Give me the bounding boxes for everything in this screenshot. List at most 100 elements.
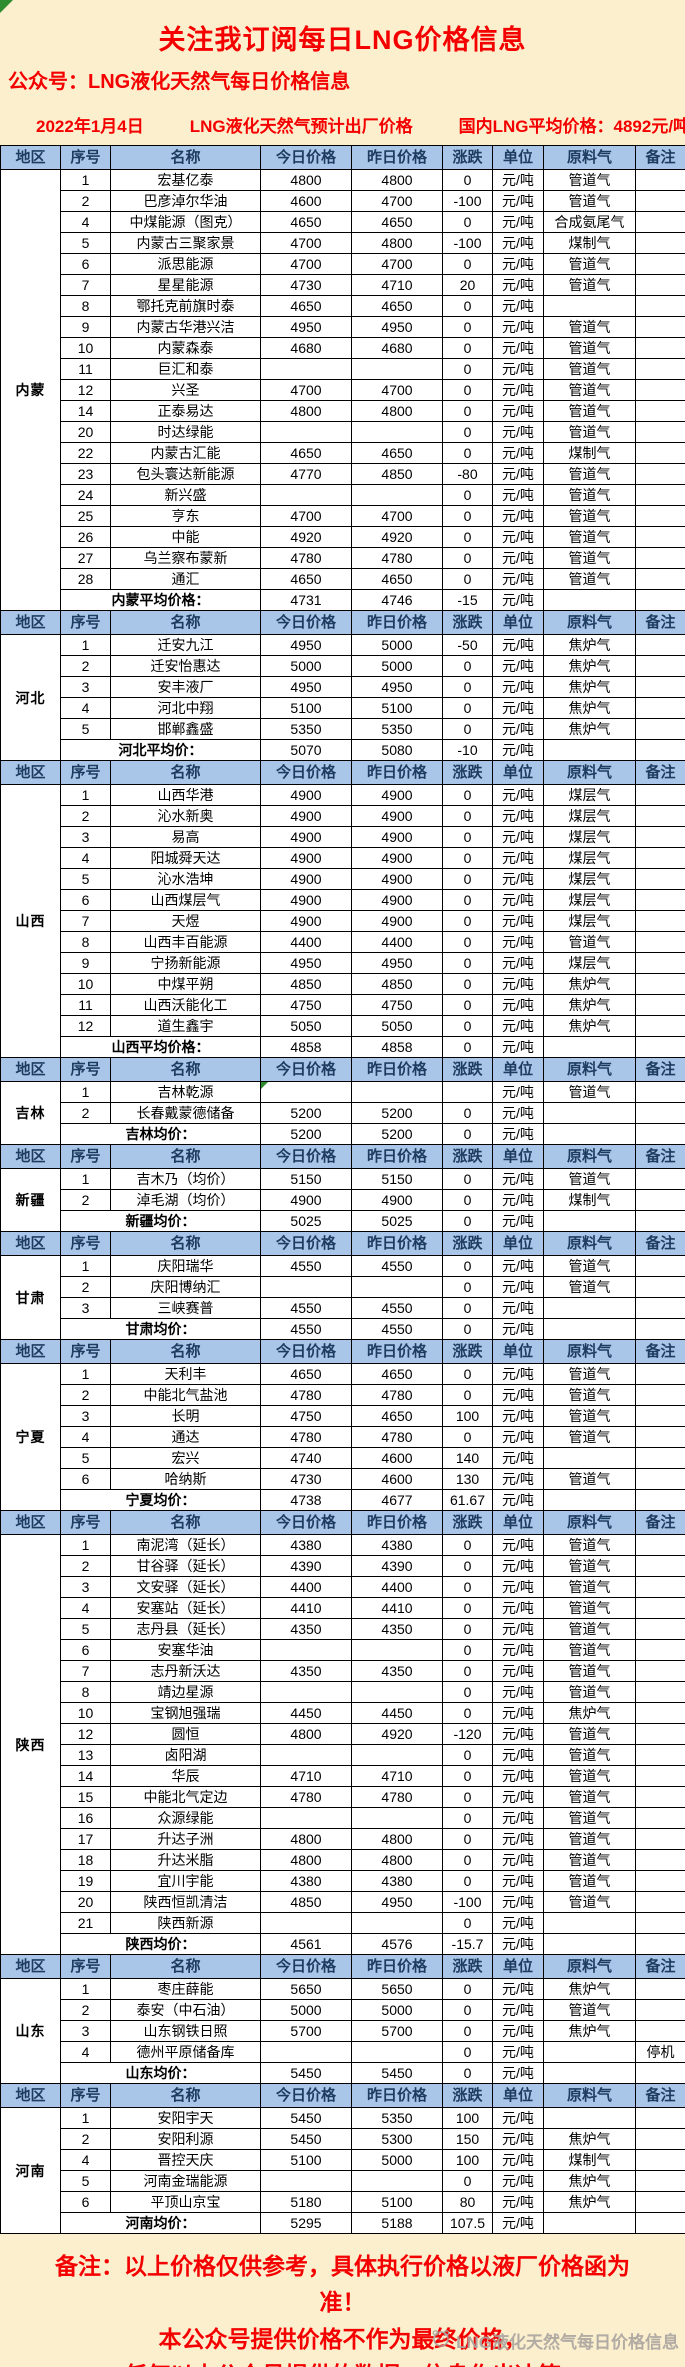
cell-today-price: 4800 — [260, 1828, 352, 1850]
cell-unit: 元/吨 — [492, 655, 544, 677]
column-header: 名称 — [110, 1954, 261, 1979]
column-header: 单位 — [492, 760, 544, 785]
cell-unit: 元/吨 — [492, 1297, 544, 1319]
cell-change: 0 — [442, 1015, 493, 1037]
column-header: 地区 — [0, 145, 61, 170]
cell-unit: 元/吨 — [492, 379, 544, 401]
summary-label: 新疆均价： — [60, 1210, 261, 1232]
cell-no: 3 — [60, 1405, 111, 1427]
cell-note — [635, 1702, 685, 1724]
column-header: 备注 — [635, 610, 685, 635]
price-table-body: 地区 序号 名称 今日价格 昨日价格 涨跌 单位 原料气 备注 内蒙 1 宏基亿泰 4800 4800 0 元… — [0, 145, 685, 2234]
cell-yesterday-price: 5000 — [351, 655, 443, 677]
cell-name: 庆阳瑞华 — [110, 1255, 261, 1277]
cell-name: 华辰 — [110, 1765, 261, 1787]
cell-no: 7 — [60, 910, 111, 932]
cell-unit: 元/吨 — [492, 1081, 544, 1103]
cell-unit: 元/吨 — [492, 1555, 544, 1577]
cell-today-price: 4900 — [260, 847, 352, 869]
table-row: 2 迁安怡惠达 5000 5000 0 元/吨 焦炉气 — [1, 655, 685, 677]
cell-change: 0 — [442, 1639, 493, 1661]
cell-today-price: 4950 — [260, 634, 352, 656]
column-header: 涨跌 — [442, 760, 493, 785]
table-row: 2 甘谷驿（延长） 4390 4390 0 元/吨 管道气 — [1, 1555, 685, 1577]
cell-feed-gas: 管道气 — [543, 1828, 636, 1850]
cell-note — [635, 1081, 685, 1103]
cell-note — [635, 718, 685, 740]
cell-change: 0 — [442, 847, 493, 869]
table-row: 8 山西丰百能源 4400 4400 0 元/吨 管道气 — [1, 931, 685, 953]
cell-yesterday-price: 4950 — [351, 676, 443, 698]
cell-feed-gas — [543, 2107, 636, 2129]
cell-today-price: 5000 — [260, 1999, 352, 2021]
table-row: 24 新兴盛 0 元/吨 管道气 — [1, 484, 685, 506]
cell-feed-gas: 焦炉气 — [543, 655, 636, 677]
cell-note — [635, 1786, 685, 1808]
cell-no: 3 — [60, 1297, 111, 1319]
column-header: 涨跌 — [442, 1510, 493, 1535]
cell-name: 安塞站（延长） — [110, 1597, 261, 1619]
cell-today-price: 4700 — [260, 232, 352, 254]
cell-no: 2 — [60, 655, 111, 677]
column-header: 原料气 — [543, 1954, 636, 1979]
cell-feed-gas: 焦炉气 — [543, 1015, 636, 1037]
cell-unit: 元/吨 — [492, 358, 544, 380]
column-header: 今日价格 — [260, 1144, 352, 1169]
cell-unit: 元/吨 — [492, 1363, 544, 1385]
cell-yesterday-price: 4350 — [351, 1660, 443, 1682]
column-header: 原料气 — [543, 1144, 636, 1169]
cell-note — [635, 1618, 685, 1640]
cell-name: 山西沃能化工 — [110, 994, 261, 1016]
region-label: 甘肃 — [0, 1255, 61, 1340]
cell-today-price: 5700 — [260, 2020, 352, 2042]
cell-unit: 元/吨 — [492, 2191, 544, 2213]
table-header-row: 地区 序号 名称 今日价格 昨日价格 涨跌 单位 原料气 备注 — [0, 1057, 685, 1082]
table-row: 8 鄂托克前旗时泰 4650 4650 0 元/吨 — [1, 295, 685, 317]
cell-yesterday-price — [351, 1639, 443, 1661]
cell-change: 0 — [442, 1363, 493, 1385]
column-header: 今日价格 — [260, 760, 352, 785]
cell-unit: 元/吨 — [492, 1189, 544, 1211]
column-header: 名称 — [110, 1144, 261, 1169]
cell-today-price: 5180 — [260, 2191, 352, 2213]
table-row: 2 泰安（中石油） 5000 5000 0 元/吨 管道气 — [1, 1999, 685, 2021]
table-row: 2 安阳利源 5450 5300 150 元/吨 焦炉气 — [1, 2128, 685, 2150]
cell-change: 0 — [442, 697, 493, 719]
cell-change: 100 — [442, 2107, 493, 2129]
cell-note — [635, 994, 685, 1016]
cell-feed-gas: 管道气 — [543, 526, 636, 548]
table-row: 5 河南金瑞能源 0 元/吨 焦炉气 — [1, 2170, 685, 2192]
cell-unit: 元/吨 — [492, 634, 544, 656]
summary-row: 河南均价： 5295 5188 107.5 元/吨 — [1, 2212, 685, 2234]
column-header: 备注 — [635, 2083, 685, 2108]
cell-change: 0 — [442, 1384, 493, 1406]
cell-yesterday-price: 4710 — [351, 274, 443, 296]
cell-today-price: 4900 — [260, 826, 352, 848]
table-row: 2 中能北气盐池 4780 4780 0 元/吨 管道气 — [1, 1384, 685, 1406]
cell-unit: 元/吨 — [492, 1723, 544, 1745]
cell-today-price: 4780 — [260, 1786, 352, 1808]
table-row: 3 安丰液厂 4950 4950 0 元/吨 焦炉气 — [1, 676, 685, 698]
cell-unit: 元/吨 — [492, 1576, 544, 1598]
cell-feed-gas: 煤层气 — [543, 868, 636, 890]
cell-feed-gas: 管道气 — [543, 1723, 636, 1745]
column-header: 序号 — [60, 1144, 111, 1169]
cell-unit: 元/吨 — [492, 994, 544, 1016]
cell-note — [635, 2170, 685, 2192]
cell-unit: 元/吨 — [492, 421, 544, 443]
cell-feed-gas: 管道气 — [543, 1555, 636, 1577]
table-row: 4 德州平原储备库 0 元/吨 停机 — [1, 2041, 685, 2063]
cell-note — [635, 1015, 685, 1037]
cell-yesterday-price: 4400 — [351, 1576, 443, 1598]
cell-note — [635, 1681, 685, 1703]
cell-change: 0 — [442, 1828, 493, 1850]
cell-no: 3 — [60, 826, 111, 848]
table-row: 2 庆阳博纳汇 0 元/吨 管道气 — [1, 1276, 685, 1298]
cell-note — [635, 1168, 685, 1190]
cell-feed-gas: 管道气 — [543, 931, 636, 953]
cell-feed-gas: 管道气 — [543, 169, 636, 191]
cell-note — [635, 1534, 685, 1556]
cell-unit: 元/吨 — [492, 1999, 544, 2021]
cell-name: 志丹县（延长） — [110, 1618, 261, 1640]
cell-change: 0 — [442, 718, 493, 740]
